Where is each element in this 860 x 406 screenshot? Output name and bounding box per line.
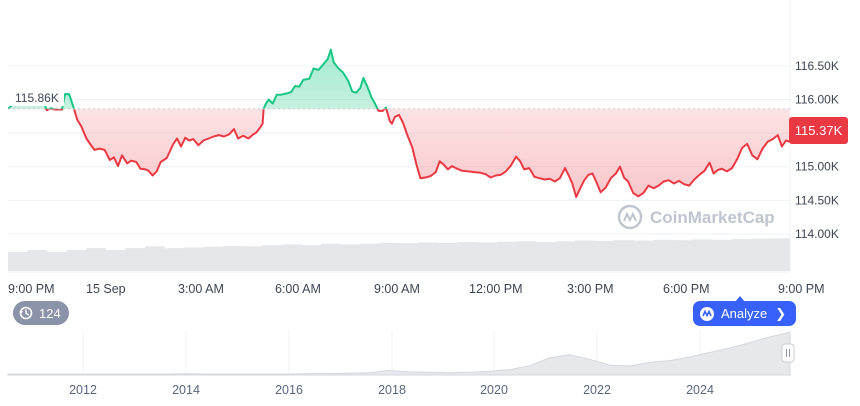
volume-bar [477,242,498,271]
volume-bar [320,243,341,271]
volume-bar [223,245,243,271]
volume-bar [692,239,713,271]
time-tick-label: 3:00 AM [178,282,224,296]
analyze-button[interactable]: Analyze ❯ [693,301,797,326]
volume-bar [594,240,615,271]
volume-bar [457,242,478,271]
price-area-up [8,49,387,109]
volume-bar [653,239,673,271]
volume-bar [711,239,732,271]
time-tick-label: 3:00 PM [567,282,614,296]
mini-year-label: 2020 [480,383,508,397]
time-tick-label: 9:00 AM [374,282,420,296]
volume-bar [183,247,204,271]
volume-bar [66,250,87,271]
time-tick-label: 9:00 PM [778,282,825,296]
current-price-badge [789,117,848,144]
price-tick-label: 114.00K [795,227,839,241]
volume-bar [574,240,595,271]
time-tick-label: 15 Sep [86,282,126,296]
coinmarketcap-logo-icon [700,306,714,321]
time-axis: 9:00 PM 15 Sep 3:00 AM 6:00 AM 9:00 AM 12:00 … [8,271,825,296]
volume-bar [203,246,224,271]
price-tick-label: 116.00K [795,92,839,106]
mini-year-label: 2024 [686,383,714,397]
volume-bar [86,248,107,271]
coinmarketcap-watermark: CoinMarketCap [617,204,775,230]
mini-year-label: 2022 [583,383,611,397]
volume-bar [731,239,752,271]
current-price-label: 115.37K [795,123,843,138]
price-area-down [8,108,790,197]
volume-bar [535,242,556,271]
volume-bar [281,244,302,271]
price-line-down [8,108,790,198]
price-labels: 115.86K 115.37K [9,88,848,144]
volume-bar [125,248,146,271]
time-tick-label: 9:00 PM [8,282,55,296]
volume-bar [47,252,67,271]
volume-bar [27,250,48,271]
volume-bar [242,246,263,271]
volume-bar [672,240,693,271]
volume-bars [8,238,791,271]
volume-bar [164,248,185,271]
price-tick-label: 115.00K [795,160,839,174]
volume-bar [379,242,400,271]
volume-bar [555,241,576,271]
reference-label-bg [9,88,64,106]
mini-year-label: 2012 [69,383,97,397]
analyze-pointer [735,296,745,302]
mini-year-label: 2018 [378,383,406,397]
volume-bar [359,243,380,271]
volume-bar [770,238,791,271]
price-tick-label: 114.50K [795,193,839,207]
time-tick-label: 12:00 PM [469,282,523,296]
chevron-right-icon: ❯ [775,305,787,321]
volume-bar [516,241,537,271]
time-tick-label: 6:00 PM [663,282,710,296]
history-badge[interactable]: 124 [13,301,69,325]
volume-bar [438,242,458,271]
reference-price-label: 115.86K [15,91,59,105]
mini-year-label: 2016 [275,383,303,397]
price-area [8,49,790,197]
watermark-text: CoinMarketCap [650,208,775,227]
mini-area [7,331,791,376]
volume-bar [262,245,282,271]
history-overview-chart[interactable]: 2012 2014 2016 2018 2020 2022 2024 [7,330,795,397]
volume-bar [340,244,361,271]
history-clock-icon [19,306,33,320]
time-tick-label: 6:00 AM [275,282,321,296]
volume-bar [633,240,654,271]
mini-year-label: 2014 [172,383,200,397]
price-tick-label: 116.50K [795,59,839,73]
volume-bar [614,240,634,271]
analyze-label: Analyze [721,306,768,321]
range-handle[interactable] [781,343,795,363]
price-line [8,48,790,198]
volume-bar [105,250,126,271]
history-count: 124 [39,305,61,321]
volume-bar [301,245,322,271]
volume-bar [750,238,771,271]
volume-bar [144,246,165,271]
coinmarketcap-logo-icon [617,204,643,230]
volume-bar [496,241,517,271]
volume-bar [418,242,439,271]
volume-bar [399,243,419,271]
volume-bar [8,252,28,271]
